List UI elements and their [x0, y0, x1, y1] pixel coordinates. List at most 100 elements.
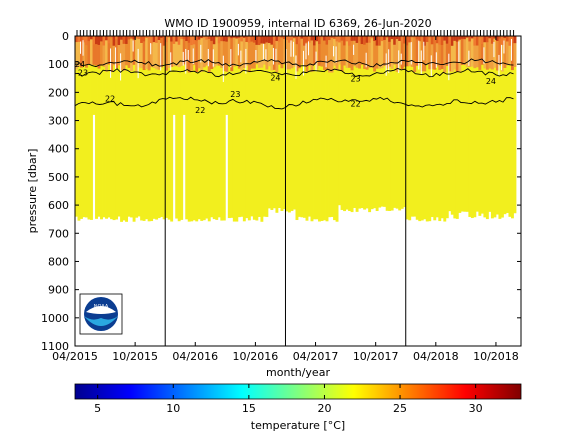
x-tick-label: 10/2015	[112, 350, 158, 363]
x-tick-label: 04/2017	[293, 350, 339, 363]
surface-patch	[192, 36, 196, 45]
warm-layer-column	[197, 36, 201, 69]
warm-layer-column	[82, 36, 86, 65]
field-column	[290, 36, 294, 211]
field-column	[385, 36, 389, 211]
x-tick-label: 04/2016	[172, 350, 218, 363]
surface-patch	[117, 36, 121, 46]
field-column	[122, 36, 126, 221]
warm-layer-column	[505, 36, 509, 66]
surface-patch	[267, 36, 271, 44]
surface-patch	[323, 36, 326, 41]
field-column	[413, 36, 417, 217]
field-column	[145, 36, 149, 220]
warm-layer-column	[130, 36, 134, 72]
warm-layer-column	[147, 36, 151, 71]
warm-layer-column	[245, 36, 249, 66]
field-column	[105, 36, 108, 219]
field-column	[433, 36, 437, 221]
field-column	[112, 36, 116, 221]
y-tick-label: 400	[48, 143, 69, 156]
warm-layer-column	[177, 36, 181, 68]
warm-layer-column	[425, 36, 429, 65]
warm-layer-column	[400, 36, 404, 70]
field-column	[445, 36, 449, 219]
colorbar-ticks: 5 10 15 20 25 30	[94, 384, 483, 415]
warm-layer-column	[85, 36, 88, 68]
surface-patch	[338, 36, 341, 43]
warm-layer-column	[75, 36, 78, 70]
warm-layer-column	[343, 36, 347, 66]
field-column	[328, 36, 331, 218]
field-column	[455, 36, 459, 219]
missing-data-streak	[255, 49, 257, 63]
surface-patch	[135, 36, 139, 39]
surface-patch	[145, 36, 149, 39]
surface-patch	[428, 36, 432, 39]
missing-data-streak	[245, 48, 247, 74]
surface-patch	[498, 36, 502, 39]
warm-layer-column	[120, 36, 124, 71]
surface-patch	[280, 36, 284, 38]
surface-patch	[140, 36, 144, 43]
field-column	[127, 36, 131, 217]
surface-patch	[378, 36, 382, 46]
y-tick-label: 600	[48, 199, 69, 212]
field-column	[435, 36, 439, 218]
field-column	[192, 36, 196, 221]
surface-patch	[202, 36, 206, 38]
warm-layer-column	[207, 36, 211, 73]
chart-title: WMO ID 1900959, internal ID 6369, 26-Jun…	[164, 17, 431, 30]
warm-layer-column	[393, 36, 397, 65]
field-column	[355, 36, 359, 212]
warm-layer-column	[225, 36, 229, 72]
field-column	[503, 36, 507, 215]
warm-layer-column	[215, 36, 219, 66]
surface-patch	[220, 36, 224, 42]
field-column	[182, 36, 186, 115]
warm-layer-column	[127, 36, 131, 68]
field-column	[242, 36, 246, 222]
x-tick-label: 04/2015	[52, 350, 98, 363]
missing-data-streak	[448, 53, 450, 81]
warm-layer-column	[410, 36, 414, 67]
missing-data-streak	[385, 53, 387, 76]
missing-data-streak	[222, 55, 224, 82]
warm-layer-column	[513, 36, 517, 67]
warm-layer-column	[445, 36, 449, 66]
surface-patch	[147, 36, 151, 39]
field-column	[408, 36, 412, 221]
surface-patch	[368, 36, 372, 43]
field-column	[440, 36, 444, 219]
y-tick-label: 700	[48, 227, 69, 240]
field-column	[383, 36, 387, 207]
surface-patch	[177, 36, 181, 45]
surface-patch	[478, 36, 482, 38]
surface-patch	[325, 36, 329, 45]
field-column	[335, 36, 339, 222]
surface-patch	[300, 36, 304, 39]
warm-layer-column	[182, 36, 186, 65]
warm-layer-column	[170, 36, 174, 67]
field-column	[475, 36, 479, 212]
warm-layer-column	[212, 36, 216, 68]
missing-data-streak	[185, 48, 187, 74]
warm-layer-column	[328, 36, 331, 73]
missing-data-streak	[120, 53, 122, 81]
surface-patch	[217, 36, 221, 44]
surface-patch	[237, 36, 241, 38]
surface-patch	[257, 36, 261, 46]
warm-layer-column	[235, 36, 239, 66]
surface-patch	[102, 36, 106, 46]
warm-layer-column	[265, 36, 269, 70]
field-column	[458, 36, 462, 213]
field-column	[125, 36, 129, 222]
warm-layer-column	[490, 36, 494, 70]
warm-layer-column	[433, 36, 437, 70]
surface-patch	[157, 36, 161, 40]
field-column	[247, 36, 251, 221]
surface-patch	[240, 36, 244, 42]
surface-patch	[503, 36, 507, 39]
surface-patch	[290, 36, 294, 41]
